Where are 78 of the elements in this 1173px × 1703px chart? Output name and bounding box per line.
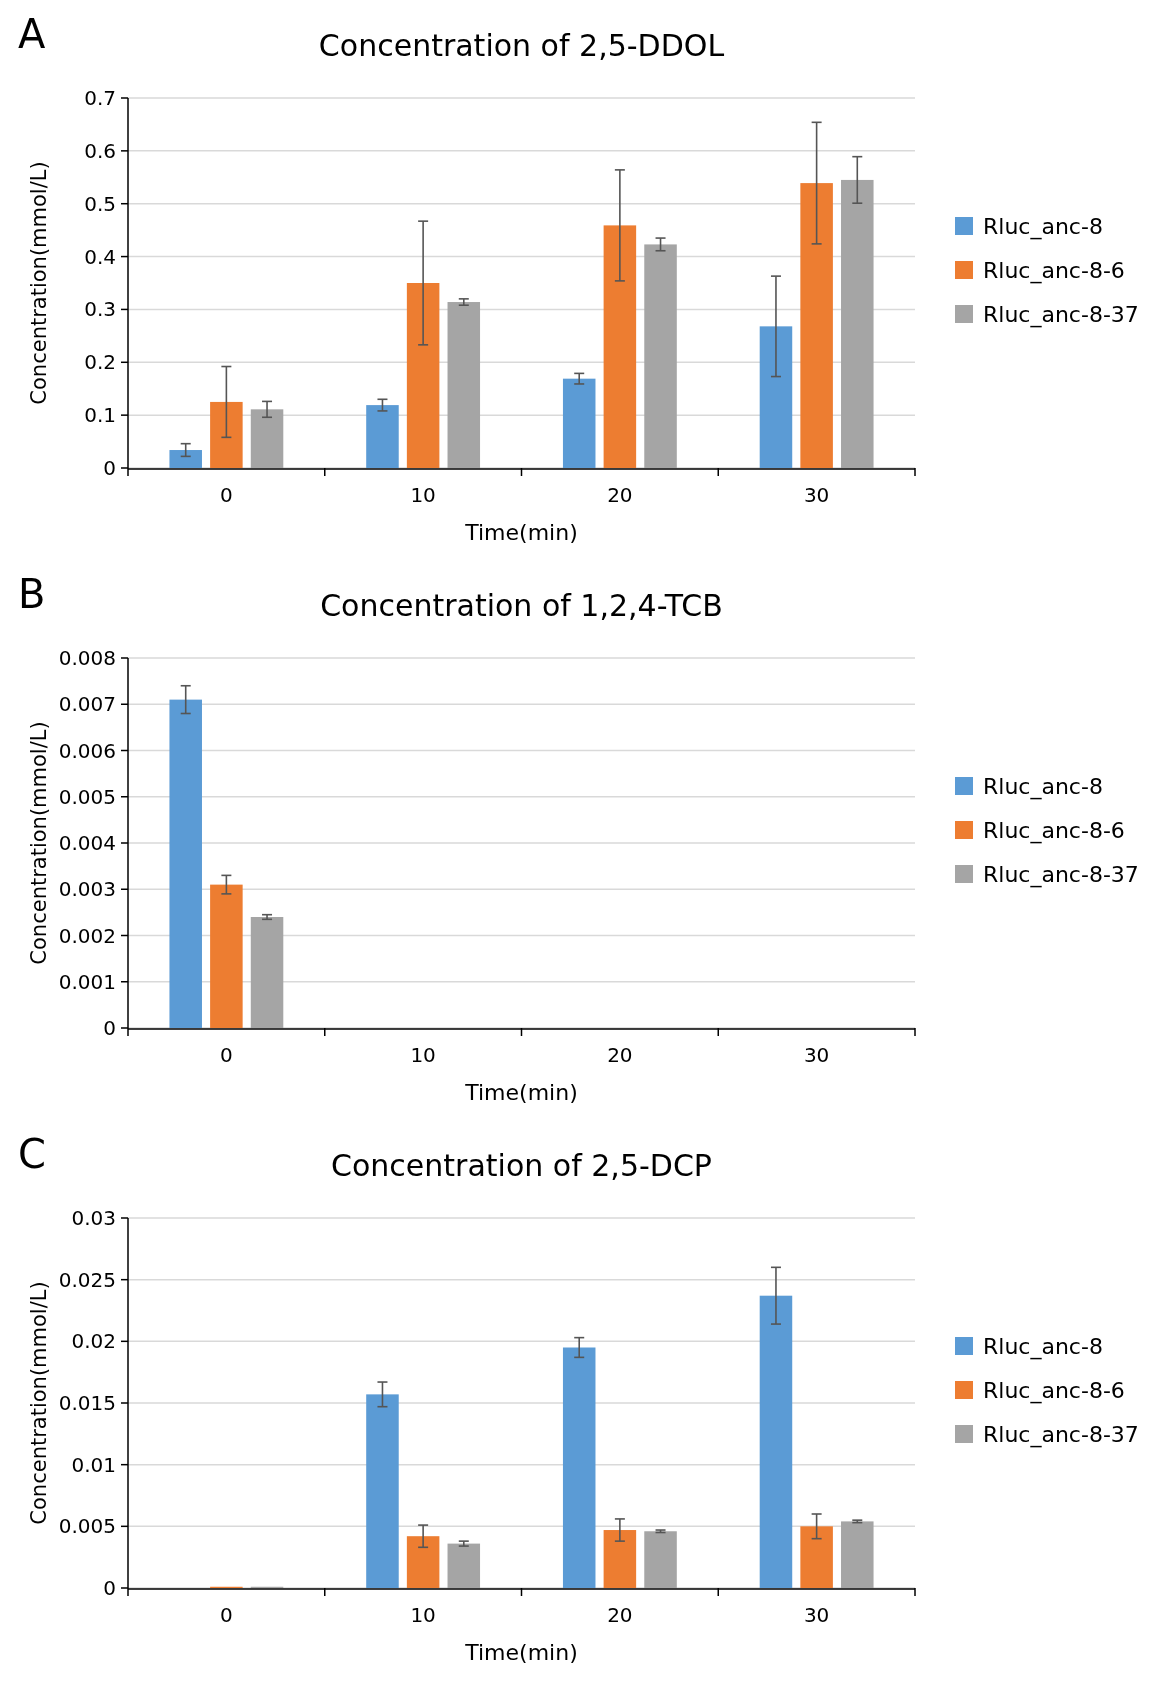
x-tick-label: 30 [803,483,830,507]
y-axis-title: Concentration(mmol/L) [27,721,51,965]
bar [644,244,677,468]
legend-label: Rluc_anc-8 [983,213,1103,240]
x-tick-label: 10 [410,1603,436,1627]
y-tick-label: 0.6 [84,138,116,163]
bar [841,1521,874,1588]
text: A [18,11,46,57]
y-tick-label: 0.5 [84,191,116,216]
y-tick-label: 0.005 [58,1514,116,1539]
x-tick-label: 10 [410,483,436,507]
y-tick-label: 0.3 [84,297,116,322]
y-tick-label: 0 [103,1576,116,1600]
bar [169,450,202,468]
x-tick-label: 0 [220,1603,233,1627]
x-tick-label: 0 [220,1043,233,1067]
bar [800,183,833,468]
x-tick-label: 10 [410,1043,436,1067]
y-tick-label: 0.003 [58,877,116,902]
x-tick-label: 30 [803,1603,830,1627]
legend-label: Rluc_anc-8-6 [983,817,1125,844]
chart-title: Concentration of 2,5-DDOL [318,28,725,63]
chart-title: Concentration of 2,5-DCP [331,1148,712,1183]
text: B [18,571,46,617]
y-tick-label: 0.007 [58,692,116,717]
legend-label: Rluc_anc-8 [983,1333,1103,1360]
y-tick-label: 0.02 [71,1329,116,1354]
y-tick-label: 0.002 [58,923,116,948]
bar [603,1530,637,1588]
bar [210,401,243,468]
bar [406,1536,440,1588]
y-tick-label: 0.001 [58,969,116,994]
bar [562,1347,596,1588]
y-tick-label: 0.2 [84,350,116,375]
y-tick-label: 0.005 [58,784,116,809]
bar [603,225,637,468]
bar [759,326,793,468]
bar [562,378,596,468]
y-tick-label: 0.03 [71,1206,116,1230]
x-axis-title: Time(min) [464,1080,578,1105]
text: C [18,1131,46,1177]
legend-label: Rluc_anc-8-37 [983,301,1139,328]
x-tick-label: 30 [803,1043,830,1067]
x-axis-title: Time(min) [464,1640,578,1665]
x-tick-label: 0 [220,483,233,507]
bar [447,302,481,468]
x-tick-label: 20 [607,1603,633,1627]
bar [366,1394,399,1588]
bar [800,1526,833,1588]
y-tick-label: 0.4 [84,244,116,269]
x-tick-label: 20 [607,1043,633,1067]
y-tick-label: 0.004 [58,831,116,855]
y-tick-label: 0.1 [84,403,116,428]
y-tick-label: 0.006 [58,738,116,763]
y-tick-label: 0.015 [58,1391,116,1415]
bar [841,179,874,468]
y-tick-label: 0 [103,1016,116,1040]
y-tick-label: 0.008 [58,646,116,670]
y-axis-title: Concentration(mmol/L) [27,161,51,405]
x-axis-title: Time(min) [464,520,578,545]
bar [250,409,284,468]
bar [759,1295,793,1588]
y-tick-label: 0.01 [71,1452,116,1477]
bar [644,1531,677,1588]
legend-label: Rluc_anc-8 [983,773,1103,800]
y-axis-title: Concentration(mmol/L) [27,1281,51,1525]
y-tick-label: 0.025 [58,1267,116,1292]
bar [366,405,399,468]
legend-label: Rluc_anc-8-6 [983,1377,1125,1404]
chart-title: Concentration of 1,2,4-TCB [320,588,723,623]
bar [406,283,440,468]
y-tick-label: 0 [103,456,116,480]
bar [447,1543,481,1588]
x-tick-label: 20 [607,483,633,507]
legend-label: Rluc_anc-8-37 [983,861,1139,888]
y-tick-label: 0.7 [84,86,116,110]
legend-label: Rluc_anc-8-6 [983,257,1125,284]
legend-label: Rluc_anc-8-37 [983,1421,1139,1448]
